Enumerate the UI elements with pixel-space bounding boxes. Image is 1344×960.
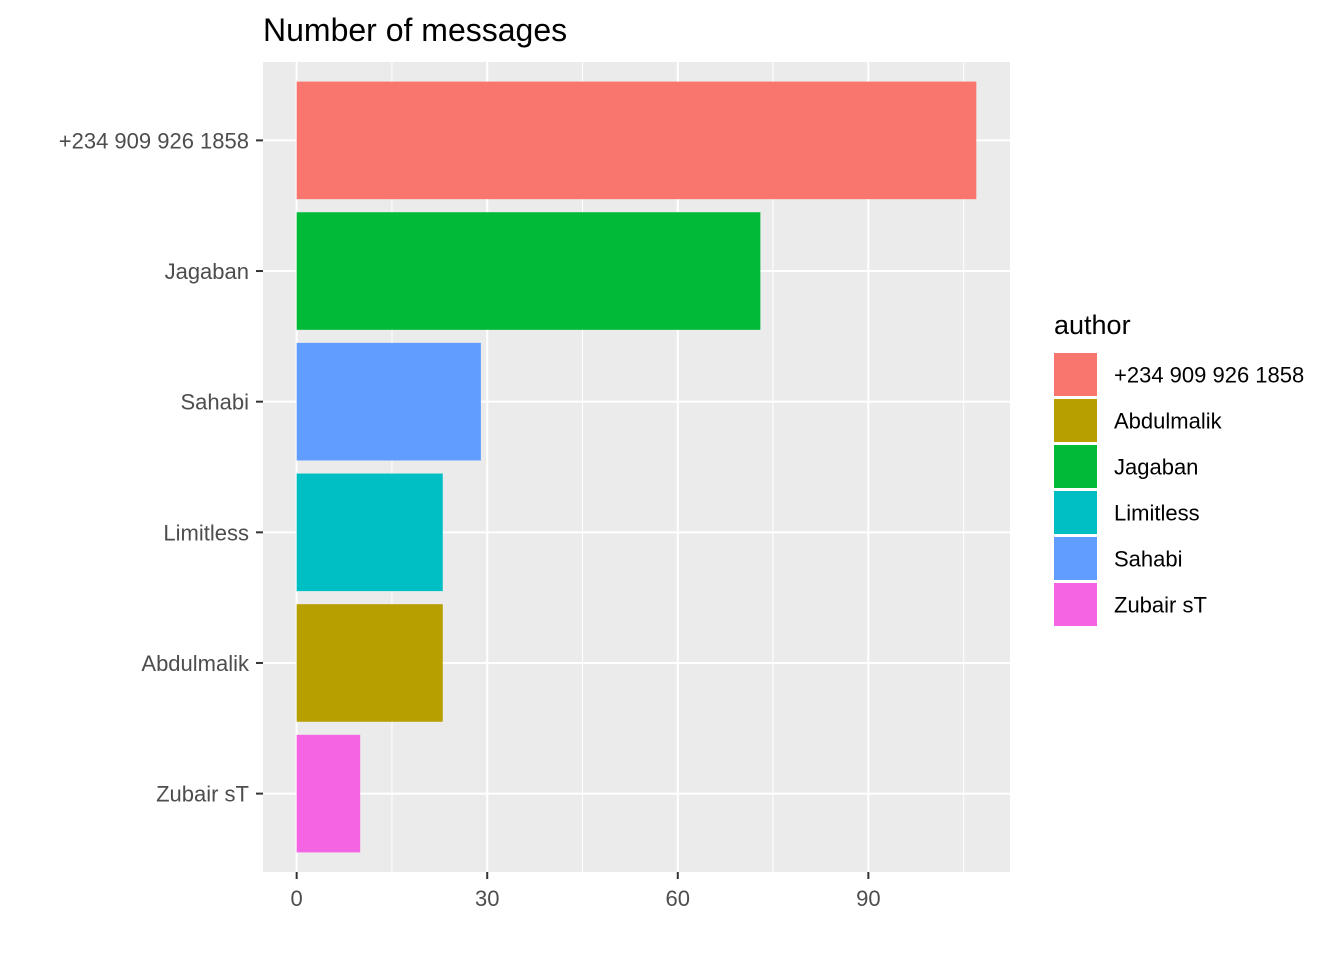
legend-key-234-909-926-1858 xyxy=(1054,353,1097,396)
bar-zubair-st xyxy=(296,734,361,853)
bars xyxy=(296,81,977,853)
legend-key-abdulmalik xyxy=(1054,399,1097,442)
x-tick-label: 90 xyxy=(856,886,880,911)
legend-title: author xyxy=(1054,310,1131,340)
bar-234-909-926-1858 xyxy=(296,81,977,200)
x-tick-label: 0 xyxy=(291,886,303,911)
y-axis: +234 909 926 1858 Jagaban Sahabi Limitless A… xyxy=(59,128,263,807)
legend-label: Limitless xyxy=(1114,501,1200,526)
bar-limitless xyxy=(296,473,443,592)
legend-label: Sahabi xyxy=(1114,547,1183,572)
y-tick-label: Abdulmalik xyxy=(141,651,250,676)
x-tick-label: 60 xyxy=(666,886,690,911)
bar-sahabi xyxy=(296,342,481,461)
legend-key-jagaban xyxy=(1054,445,1097,488)
legend-items: +234 909 926 1858 Abdulmalik Jagaban Limitl… xyxy=(1054,353,1304,626)
legend: author +234 909 926 1858 Abdulmalik Jagaba… xyxy=(1054,310,1304,626)
y-tick-label: Limitless xyxy=(163,520,249,545)
y-tick-label: Zubair sT xyxy=(156,782,249,807)
legend-label: Abdulmalik xyxy=(1114,409,1223,434)
legend-key-limitless xyxy=(1054,491,1097,534)
legend-label: Jagaban xyxy=(1114,455,1198,480)
x-axis: 0 30 60 90 xyxy=(291,872,881,911)
y-tick-label: +234 909 926 1858 xyxy=(59,128,249,153)
legend-label: Zubair sT xyxy=(1114,593,1207,618)
y-tick-label: Sahabi xyxy=(180,390,249,415)
legend-label: +234 909 926 1858 xyxy=(1114,363,1304,388)
legend-key-sahabi xyxy=(1054,537,1097,580)
legend-key-zubair-st xyxy=(1054,583,1097,626)
chart-title: Number of messages xyxy=(263,12,567,48)
bar-jagaban xyxy=(296,212,761,330)
x-tick-label: 30 xyxy=(475,886,499,911)
bar-abdulmalik xyxy=(296,604,443,722)
y-tick-label: Jagaban xyxy=(165,259,249,284)
